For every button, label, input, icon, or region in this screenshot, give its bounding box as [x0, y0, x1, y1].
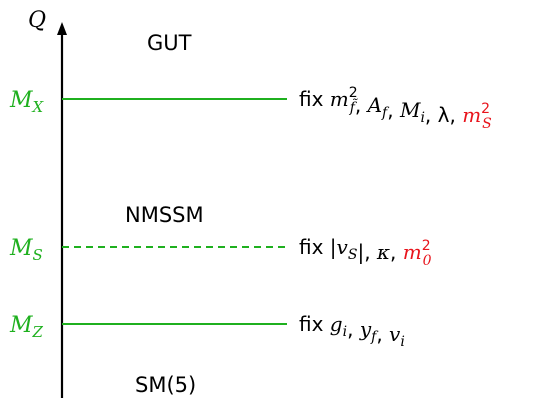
- condition-term: ,: [376, 322, 389, 346]
- condition-term: A: [366, 93, 382, 117]
- condition-term: m: [330, 87, 349, 111]
- scale-label-mx: MX: [9, 88, 45, 116]
- region-sm-label: SM(5): [135, 373, 196, 397]
- condition-term: ,: [390, 240, 403, 264]
- condition-term: ,: [347, 317, 360, 341]
- condition-term: M: [399, 98, 421, 122]
- condition-term: m: [403, 240, 422, 264]
- scale-conditions-mz: fix gi, yf, vi: [299, 312, 405, 350]
- condition-term: m: [462, 103, 481, 127]
- scales-layer: MX fix m2 f̃, Af, Mi, λ, m2 S MS fix |vS|, κ,…: [9, 85, 492, 350]
- scale-ms: MS fix |vS|, κ, m2 0: [9, 235, 432, 269]
- q-axis-arrowhead: [57, 22, 67, 35]
- region-nmssm-label: NMSSM: [125, 203, 204, 227]
- region-gut-label: GUT: [147, 31, 192, 55]
- condition-term: ,: [449, 103, 462, 127]
- condition-term: g: [330, 312, 343, 336]
- condition-term: v: [389, 322, 401, 346]
- q-axis-label: Q: [28, 8, 46, 33]
- condition-term: |,: [357, 240, 376, 264]
- condition-term: ,: [387, 98, 400, 122]
- condition-term: ,: [425, 103, 438, 127]
- condition-term: fix: [299, 87, 330, 111]
- scale-conditions-mx: fix m2 f̃, Af, Mi, λ, m2 S: [299, 85, 492, 132]
- condition-term: fix: [299, 312, 330, 336]
- scale-label-ms: MS: [9, 236, 43, 264]
- condition-term: ,: [355, 93, 368, 117]
- condition-term: |: [330, 235, 337, 259]
- scale-label-mz: MZ: [9, 313, 44, 341]
- scale-mx: MX fix m2 f̃, Af, Mi, λ, m2 S: [9, 85, 492, 132]
- condition-term: κ: [376, 240, 390, 264]
- scale-mz: MZ fix gi, yf, vi: [9, 312, 405, 350]
- condition-term: v: [337, 235, 349, 259]
- condition-term: y: [359, 317, 372, 341]
- condition-term: fix: [299, 235, 330, 259]
- condition-term: λ: [438, 103, 450, 127]
- scale-conditions-ms: fix |vS|, κ, m2 0: [299, 235, 432, 269]
